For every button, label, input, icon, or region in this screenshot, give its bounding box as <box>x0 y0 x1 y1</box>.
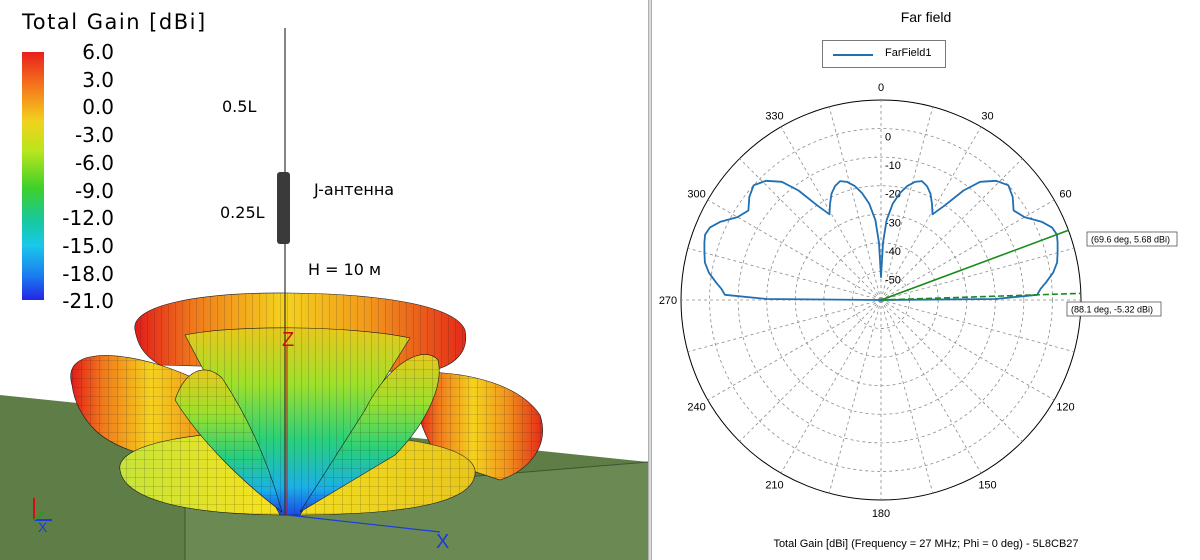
color-scale-tick: 3.0 <box>82 67 114 92</box>
color-scale-tick: -12.0 <box>62 206 114 231</box>
legend-title: Total Gain [dBi] <box>22 10 207 34</box>
legend-series-label: FarField1 <box>885 47 932 59</box>
polar-series-line <box>703 179 1059 301</box>
polar-grid-spoke <box>828 299 882 494</box>
polar-grid-spoke <box>880 199 1055 301</box>
3d-pattern-view[interactable]: Z X X Total Gain [dBi] 6.0 3.0 0.0 -3.0 -6.0… <box>0 0 648 560</box>
polar-angle-label: 300 <box>687 189 705 201</box>
color-scale-bar <box>22 52 44 300</box>
color-scale-tick: -18.0 <box>62 261 114 286</box>
polar-marker-label: (88.1 deg, -5.32 dBi) <box>1071 305 1153 315</box>
color-scale-tick: 6.0 <box>82 40 114 64</box>
polar-radial-label: -50 <box>885 274 901 286</box>
color-scale-tick: -3.0 <box>74 123 114 148</box>
antenna-j-element <box>277 172 290 244</box>
orientation-gizmo[interactable]: X <box>33 498 52 535</box>
color-scale-tick: -9.0 <box>74 178 114 203</box>
x-axis-line <box>286 514 441 533</box>
z-axis-label: Z <box>282 329 294 351</box>
svg-text:X: X <box>38 519 48 535</box>
x-axis-label: X <box>436 531 449 553</box>
polar-grid-spoke <box>880 299 1055 401</box>
polar-plot-panel: Far field FarField1 0 30 60 120 150 180 210 240… <box>652 0 1200 560</box>
quarter-wave-label: 0.25L <box>220 203 265 222</box>
polar-grid-spoke <box>880 299 1075 353</box>
polar-grid-spoke <box>707 199 882 301</box>
3d-scene[interactable]: Z X X <box>0 0 648 560</box>
plot-legend[interactable]: FarField1 <box>822 40 946 68</box>
polar-marker-line <box>880 292 1081 301</box>
polar-grid-spoke <box>707 299 882 401</box>
pattern-petal-right <box>299 354 440 513</box>
polar-chart[interactable]: 030601201501802102402703003300-10-20-30-… <box>652 0 1200 530</box>
plot-caption: Total Gain [dBi] (Frequency = 27 MHz; Ph… <box>773 538 1079 550</box>
polar-marker-label-box <box>1086 231 1178 247</box>
polar-grid-spoke <box>880 299 1023 442</box>
plot-title: Far field <box>900 9 952 25</box>
color-scale-tick: -21.0 <box>62 289 114 314</box>
panel-splitter[interactable] <box>648 0 652 560</box>
polar-grid-spoke <box>739 158 882 301</box>
polar-grid-spoke <box>739 299 882 442</box>
legend-series-swatch <box>833 54 873 56</box>
polar-grid-spoke <box>780 299 882 474</box>
polar-radial-label: -30 <box>885 217 901 229</box>
polar-grid-circle <box>737 156 1025 444</box>
polar-radial-label: 0 <box>885 132 891 144</box>
polar-grid-spoke <box>687 247 882 301</box>
polar-angle-label: 270 <box>659 295 677 307</box>
polar-marker-label: (69.6 deg, 5.68 dBi) <box>1091 235 1170 245</box>
ground-front-face <box>185 462 648 560</box>
half-wave-label: 0.5L <box>222 97 257 116</box>
polar-angle-label: 0 <box>878 82 884 94</box>
polar-angle-label: 180 <box>872 508 890 520</box>
polar-grid-spoke <box>828 106 882 301</box>
color-scale-tick: -15.0 <box>62 233 114 258</box>
polar-radial-label: -40 <box>885 246 901 258</box>
color-scale-tick: -6.0 <box>74 150 114 175</box>
polar-grid-spoke <box>880 299 934 494</box>
polar-grid-spoke <box>880 299 982 474</box>
polar-angle-label: 60 <box>1059 189 1071 201</box>
polar-angle-label: 240 <box>687 402 705 414</box>
polar-angle-label: 30 <box>981 111 993 123</box>
antenna-name-label: J-антенна <box>314 180 395 199</box>
polar-grid-spoke <box>687 299 882 353</box>
polar-angle-label: 210 <box>765 479 783 491</box>
height-label: H = 10 м <box>308 260 382 279</box>
polar-angle-label: 120 <box>1056 402 1074 414</box>
pattern-petal-left <box>174 369 283 513</box>
polar-angle-label: 330 <box>765 111 783 123</box>
polar-grid-spoke <box>780 126 882 301</box>
polar-grid-spoke <box>880 247 1075 301</box>
pattern-inner-cone <box>184 327 411 516</box>
polar-marker-line <box>880 229 1069 301</box>
polar-grid-spoke <box>880 158 1023 301</box>
polar-grid-circle <box>709 128 1053 472</box>
polar-marker-label-box <box>1066 301 1162 317</box>
color-scale-tick: 0.0 <box>82 95 114 120</box>
polar-radial-label: -10 <box>885 160 901 172</box>
polar-angle-label: 150 <box>978 479 996 491</box>
